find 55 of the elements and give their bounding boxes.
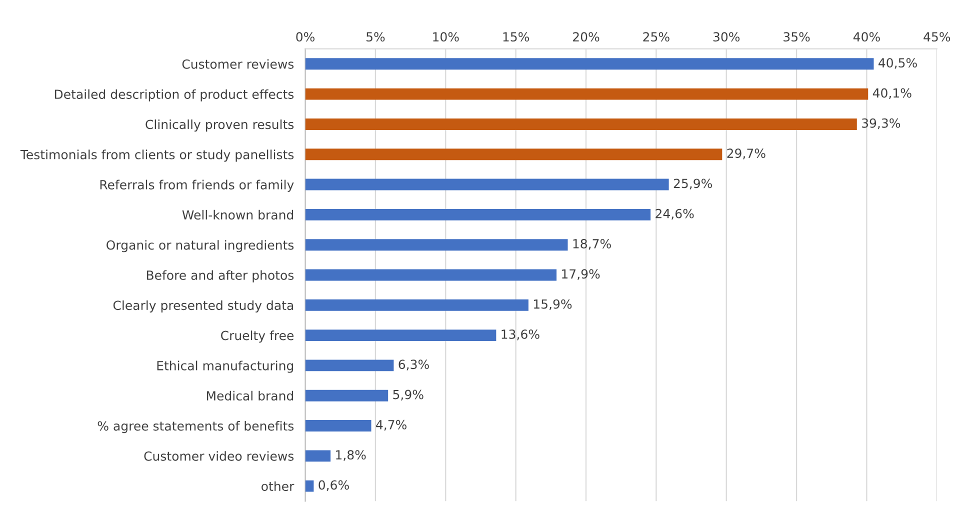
- data-label: 13,6%: [502, 329, 540, 340]
- data-label: 40,1%: [872, 88, 912, 99]
- y-tick-label: Clearly presented study data: [113, 300, 294, 312]
- bar: [305, 450, 331, 462]
- data-label: 4,7%: [376, 420, 406, 431]
- x-tick-label: 35%: [784, 32, 810, 42]
- data-label: 17,9%: [562, 269, 600, 280]
- bar: [305, 88, 868, 100]
- y-tick-label: other: [262, 481, 294, 491]
- data-label: 5,9%: [393, 390, 424, 401]
- y-tick-label: Customer video reviews: [144, 451, 294, 461]
- y-tick-label: Customer reviews: [182, 59, 294, 69]
- data-label: 1,8%: [336, 450, 366, 461]
- data-label: 39,3%: [862, 118, 900, 130]
- bar: [305, 299, 528, 311]
- x-tick-label: 25%: [643, 32, 670, 42]
- bar: [305, 118, 857, 130]
- y-tick-label: Clinically proven results: [146, 119, 294, 132]
- bar: [305, 480, 314, 492]
- bar: [305, 208, 651, 220]
- x-tick-label: 30%: [713, 32, 740, 42]
- data-label: 29,7%: [727, 148, 766, 160]
- bar: [305, 178, 669, 190]
- y-tick-label: Well-known brand: [182, 210, 294, 220]
- data-label: 15,9%: [534, 299, 572, 310]
- y-tick-label: Referrals from friends or family: [100, 180, 294, 192]
- x-tick-label: 5%: [366, 32, 385, 42]
- bar: [305, 269, 557, 281]
- x-tick-label: 15%: [503, 32, 530, 42]
- y-tick-label: Testimonials from clients or study panellists: [20, 150, 294, 162]
- x-tick-label: 20%: [573, 32, 600, 42]
- bar: [305, 148, 722, 160]
- bar: [305, 420, 372, 432]
- data-label: 25,9%: [674, 178, 712, 190]
- bar: [305, 58, 874, 70]
- data-label: 18,7%: [573, 239, 611, 250]
- x-tick-label: 40%: [853, 32, 880, 42]
- bar: [305, 330, 496, 342]
- y-tick-label: Detailed description of product effects: [54, 89, 294, 102]
- y-tick-label: % agree statements of benefits: [98, 421, 294, 434]
- y-tick-label: Cruelty free: [221, 330, 294, 343]
- x-tick-label: 0%: [296, 32, 315, 42]
- x-tick-label: 10%: [433, 32, 459, 42]
- x-tick-label: 45%: [924, 32, 950, 42]
- data-label: 6,3%: [398, 360, 429, 370]
- bar: [305, 360, 394, 372]
- y-tick-label: Ethical manufacturing: [157, 360, 294, 373]
- y-tick-label: Before and after photos: [146, 270, 294, 282]
- data-label: 0,6%: [318, 480, 349, 491]
- bar: [305, 239, 568, 251]
- y-tick-label: Medical brand: [206, 390, 294, 401]
- bar: [305, 390, 388, 402]
- data-label: 24,6%: [656, 208, 694, 220]
- data-label: 40,5%: [878, 58, 917, 69]
- y-tick-label: Organic or natural ingredients: [106, 240, 294, 252]
